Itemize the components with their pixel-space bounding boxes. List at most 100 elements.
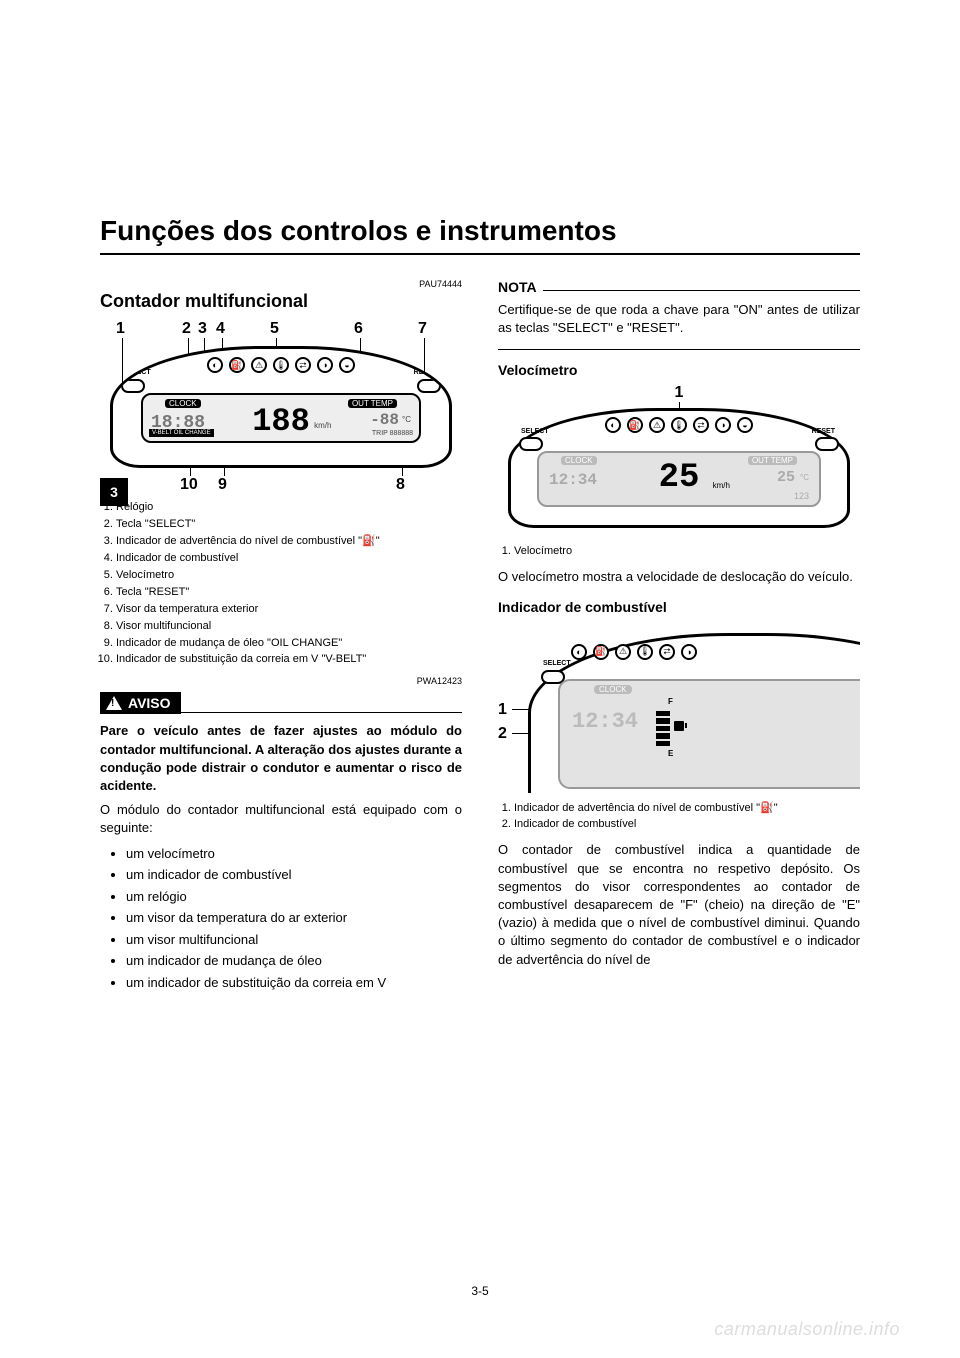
warning-rule	[181, 712, 462, 713]
velocimetro-heading: Velocímetro	[498, 362, 860, 378]
vbelt-oil-label: V-BELT OIL CHANGE	[149, 429, 214, 437]
indicator-icon: ⛽	[593, 644, 609, 660]
fuel-segment	[656, 741, 670, 747]
warning-box: AVISO	[100, 692, 462, 714]
temp-label: OUT TEMP	[348, 399, 397, 408]
select-button-icon	[519, 437, 543, 451]
figure-1-legend: Relógio Tecla "SELECT" Indicador de adve…	[100, 500, 462, 668]
list-item: um indicador de mudança de óleo	[126, 951, 462, 971]
clock-label: CLOCK	[165, 399, 201, 408]
indicator-icon: ◑	[715, 417, 731, 433]
fuel-heading: Indicador de combustível	[498, 599, 860, 615]
feature-list: um velocímetro um indicador de combustív…	[100, 844, 462, 993]
reset-label: RESET	[414, 369, 437, 376]
nota-label: NOTA	[498, 279, 537, 295]
warning-icon	[106, 696, 122, 710]
warning-badge: AVISO	[100, 692, 181, 714]
indicator-icon: ◐	[207, 357, 223, 373]
reset-label: RESET	[812, 428, 835, 435]
legend-item: Tecla "SELECT"	[116, 517, 462, 533]
dashboard-figure-3: 1 2 ◐ ⛽ ⚠ 🌡 ⮂ ◑ SELECT	[498, 623, 860, 793]
nota-text: Certifique-se de que roda a chave para "…	[498, 301, 860, 337]
indicator-icon: ◑	[681, 644, 697, 660]
right-column: NOTA Certifique-se de que roda a chave p…	[498, 279, 860, 996]
fuel-segment	[656, 726, 670, 732]
indicator-icon: ◑	[317, 357, 333, 373]
fuel-segment	[656, 711, 670, 717]
dashboard-figure-2: 1 ◐ ⛽ ⚠ 🌡 ⮂ ◑ ◒ SELECT RESET	[498, 386, 860, 536]
legend-item: Indicador de substituição da correia em …	[116, 652, 462, 668]
indicator-icon: ⮂	[693, 417, 709, 433]
temp-unit: °C	[402, 415, 411, 424]
legend-item: Tecla "RESET"	[116, 585, 462, 601]
select-button-icon	[121, 379, 145, 393]
nota-heading-row: NOTA	[498, 279, 860, 295]
indicator-icon-row: ◐ ⛽ ⚠ 🌡 ⮂ ◑ ◒	[511, 417, 847, 433]
clock-label: CLOCK	[561, 456, 597, 465]
legend-item: Indicador de advertência do nível de com…	[514, 801, 860, 817]
callout-8: 8	[396, 476, 405, 494]
manual-page: Funções dos controlos e instrumentos 3 P…	[0, 0, 960, 1358]
indicator-icon: 🌡	[637, 644, 653, 660]
callout-2: 2	[182, 320, 191, 338]
fuel-f: F	[668, 697, 673, 706]
list-item: um visor da temperatura do ar exterior	[126, 908, 462, 928]
trip-value: TRIP 888888	[372, 430, 413, 437]
two-column-layout: PAU74444 Contador multifuncional 1 2 3 4…	[100, 279, 860, 996]
speed-unit: km/h	[314, 421, 331, 430]
fuel-text: O contador de combustível indica a quant…	[498, 841, 860, 968]
fuel-segment	[656, 718, 670, 724]
speed-value: 188	[252, 403, 310, 440]
indicator-icon: ◒	[737, 417, 753, 433]
indicator-icon: ◐	[605, 417, 621, 433]
list-item: um velocímetro	[126, 844, 462, 864]
warning-label: AVISO	[128, 695, 171, 711]
lcd-screen: CLOCK OUT TEMP 18:88 188 km/h -88 °C V-B…	[141, 393, 421, 443]
fuel-pump-icon	[674, 721, 684, 731]
indicator-icon: ◒	[339, 357, 355, 373]
figure-2-legend: Velocímetro	[498, 544, 860, 560]
callout-1: 1	[675, 384, 684, 402]
list-item: um visor multifuncional	[126, 930, 462, 950]
temp-value: -88	[370, 411, 399, 429]
callout-3: 3	[198, 320, 207, 338]
callout-5: 5	[270, 320, 279, 338]
indicator-icon: 🌡	[671, 417, 687, 433]
clock-value: 12:34	[572, 709, 638, 734]
callout-1: 1	[116, 320, 125, 338]
callout-6: 6	[354, 320, 363, 338]
speed-value: 25	[659, 459, 700, 497]
indicator-icon: ⚠	[615, 644, 631, 660]
callout-9: 9	[218, 476, 227, 494]
legend-item: Velocímetro	[514, 544, 860, 560]
dashboard-body: ◐ ⛽ ⚠ 🌡 ⮂ ◑ ◒ SELECT RESET CLOCK OUT TE	[110, 346, 452, 468]
figure-3-legend: Indicador de advertência do nível de com…	[498, 801, 860, 834]
callout-4: 4	[216, 320, 225, 338]
page-title: Funções dos controlos e instrumentos	[100, 215, 860, 255]
select-label: SELECT	[521, 428, 549, 435]
indicator-icon: ⮂	[295, 357, 311, 373]
temp-label: OUT TEMP	[748, 456, 797, 465]
indicator-icon: ⛽	[627, 417, 643, 433]
indicator-icon: 🌡	[273, 357, 289, 373]
reset-button-icon	[417, 379, 441, 393]
callout-7: 7	[418, 320, 427, 338]
lcd-screen: CLOCK F 12:34 E	[558, 679, 860, 789]
fuel-e: E	[668, 749, 673, 758]
velocimetro-text: O velocímetro mostra a velocidade de des…	[498, 568, 860, 586]
callout-1: 1	[498, 701, 507, 719]
dashboard-figure-1: 1 2 3 4 5 6 7 10 9 8	[100, 320, 462, 490]
odo-value: 123	[794, 491, 809, 501]
reference-code: PAU74444	[100, 279, 462, 289]
callout-2: 2	[498, 725, 507, 743]
reference-code: PWA12423	[100, 676, 462, 686]
indicator-icon: ⛽	[229, 357, 245, 373]
indicator-icon: ◐	[571, 644, 587, 660]
intro-text: O módulo do contador multifuncional está…	[100, 801, 462, 837]
dashboard-body: ◐ ⛽ ⚠ 🌡 ⮂ ◑ ◒ SELECT RESET CLOCK OUT TE	[508, 408, 850, 528]
legend-item: Visor da temperatura exterior	[116, 602, 462, 618]
warning-text: Pare o veículo antes de fazer ajustes ao…	[100, 722, 462, 795]
speed-unit: km/h	[713, 481, 730, 490]
reset-button-icon	[815, 437, 839, 451]
temp-value: 25	[777, 469, 795, 486]
